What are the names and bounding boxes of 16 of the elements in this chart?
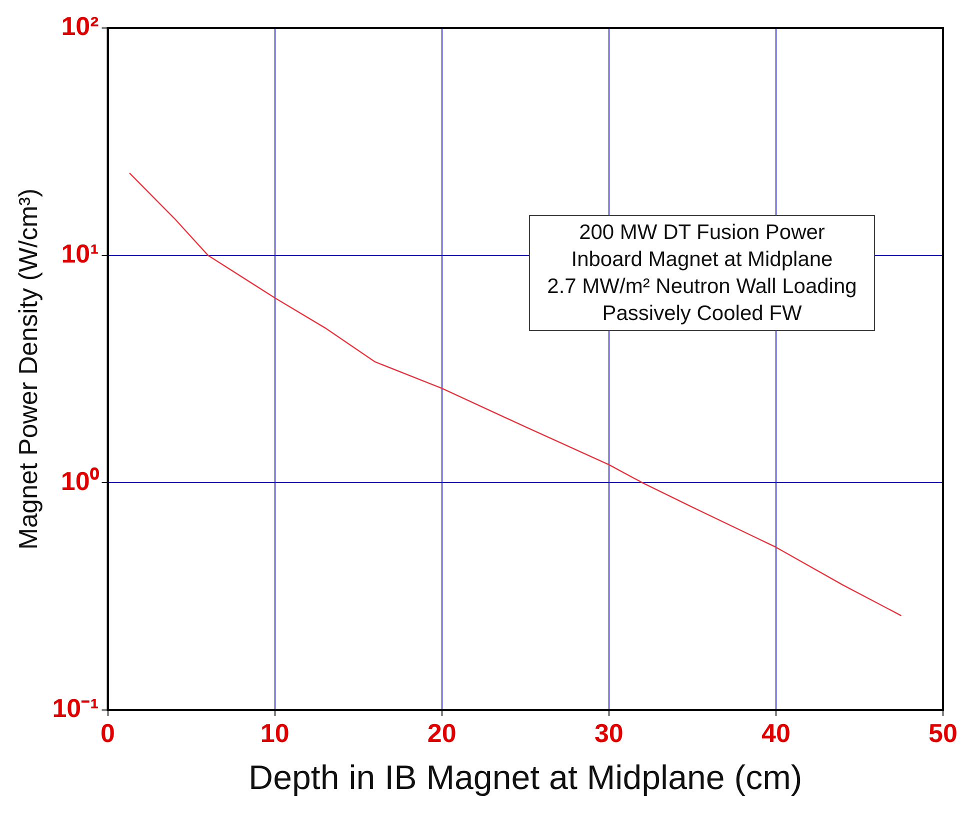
y-tick-label: 10² <box>61 11 100 42</box>
x-tick-label: 40 <box>761 718 790 748</box>
y-axis-title: Magnet Power Density (W/cm³) <box>12 188 43 550</box>
x-axis-title: Depth in IB Magnet at Midplane (cm) <box>248 758 802 797</box>
y-tick-label: 10⁰ <box>60 466 100 496</box>
x-tick-label: 50 <box>928 718 958 748</box>
y-tick-label: 10¹ <box>61 238 99 269</box>
annotation: Inboard Magnet at Midplane <box>570 247 834 273</box>
annotation: Passively Cooled FW <box>601 301 803 327</box>
x-tick-label: 0 <box>100 718 116 748</box>
x-tick-label: 10 <box>260 718 290 748</box>
y-tick-label: 10⁻¹ <box>52 693 99 724</box>
x-tick-label: 30 <box>594 718 624 748</box>
annotation: 2.7 MW/m² Neutron Wall Loading <box>546 274 858 300</box>
annotation: 200 MW DT Fusion Power <box>578 220 826 246</box>
x-tick-label: 20 <box>427 718 456 748</box>
